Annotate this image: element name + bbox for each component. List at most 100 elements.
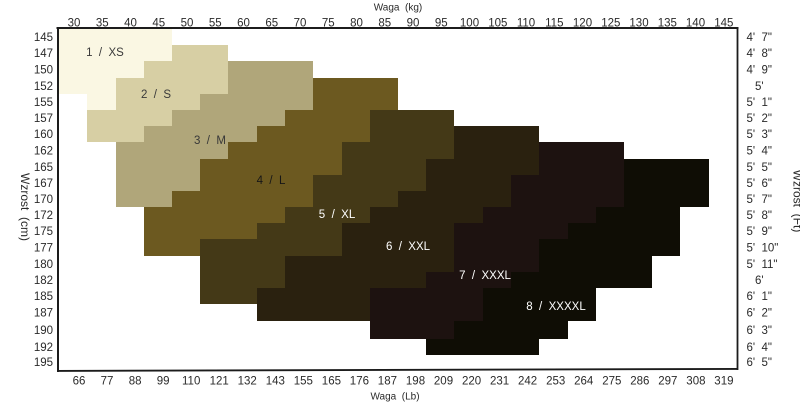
svg-text:8 / XXXXL: 8 / XXXXL [526,301,586,313]
svg-text:165: 165 [34,162,53,174]
svg-text:130: 130 [629,18,648,30]
svg-text:162: 162 [34,146,53,158]
svg-text:4' 9": 4' 9" [747,65,772,77]
svg-text:105: 105 [488,18,507,30]
svg-text:6' 2": 6' 2" [747,308,772,320]
svg-text:190: 190 [34,325,53,337]
svg-text:99: 99 [157,376,170,388]
svg-text:40: 40 [124,18,137,30]
svg-text:5' 6": 5' 6" [747,178,772,190]
svg-text:319: 319 [714,376,733,388]
svg-text:5' 3": 5' 3" [747,129,772,141]
svg-text:70: 70 [294,18,307,30]
svg-text:264: 264 [574,376,594,388]
svg-text:147: 147 [34,48,53,60]
svg-text:3 / M: 3 / M [194,135,226,147]
svg-text:145: 145 [34,32,53,44]
svg-text:4' 8": 4' 8" [747,48,772,60]
svg-text:85: 85 [378,18,391,30]
svg-text:7 / XXXL: 7 / XXXL [459,270,511,282]
svg-text:286: 286 [630,376,649,388]
svg-text:65: 65 [265,18,278,30]
svg-text:Waga (kg): Waga (kg) [374,3,423,14]
svg-text:6 / XXL: 6 / XXL [386,241,431,253]
svg-text:157: 157 [34,113,53,125]
svg-text:5' 1": 5' 1" [747,97,772,109]
svg-text:132: 132 [238,376,257,388]
svg-text:2 / S: 2 / S [141,89,171,101]
svg-text:140: 140 [686,18,705,30]
svg-text:110: 110 [182,376,200,388]
svg-text:275: 275 [602,376,621,388]
svg-text:170: 170 [34,194,53,206]
svg-text:143: 143 [266,376,285,388]
svg-text:5' 9": 5' 9" [747,226,772,238]
svg-text:Wzrost (cm): Wzrost (cm) [18,173,32,241]
svg-text:242: 242 [518,376,537,388]
svg-text:180: 180 [34,259,53,271]
svg-text:55: 55 [209,18,222,30]
svg-text:297: 297 [658,376,677,388]
svg-text:120: 120 [573,18,592,30]
svg-text:66: 66 [73,376,86,388]
svg-text:80: 80 [350,18,363,30]
svg-text:5' 11": 5' 11" [747,259,778,271]
svg-text:50: 50 [181,18,194,30]
svg-text:187: 187 [34,308,53,320]
svg-text:4' 7": 4' 7" [747,32,772,44]
svg-text:150: 150 [34,65,53,77]
svg-text:88: 88 [129,376,142,388]
svg-text:6' 1": 6' 1" [747,291,772,303]
svg-text:1 / XS: 1 / XS [86,47,124,59]
svg-text:198: 198 [406,376,425,388]
svg-text:125: 125 [601,18,620,30]
svg-text:110: 110 [517,18,535,30]
svg-text:253: 253 [546,376,565,388]
svg-text:45: 45 [152,18,165,30]
svg-text:155: 155 [294,376,313,388]
svg-text:90: 90 [407,18,420,30]
svg-text:220: 220 [462,376,481,388]
svg-text:Wzrost (Ft): Wzrost (Ft) [791,170,800,233]
svg-text:6' 3": 6' 3" [747,325,772,337]
svg-text:182: 182 [34,275,53,287]
svg-text:115: 115 [545,18,563,30]
svg-text:77: 77 [101,376,114,388]
svg-text:95: 95 [435,18,448,30]
svg-text:6': 6' [755,275,764,287]
svg-text:100: 100 [460,18,479,30]
svg-text:192: 192 [34,342,53,354]
svg-text:231: 231 [490,376,509,388]
svg-text:5' 4": 5' 4" [747,146,772,158]
svg-text:5' 7": 5' 7" [747,194,772,206]
svg-text:155: 155 [34,97,53,109]
svg-text:35: 35 [96,18,109,30]
svg-text:60: 60 [237,18,250,30]
svg-text:145: 145 [714,18,733,30]
svg-text:167: 167 [34,178,53,190]
svg-text:135: 135 [658,18,677,30]
svg-text:165: 165 [322,376,341,388]
svg-text:5' 10": 5' 10" [747,243,779,255]
svg-text:121: 121 [210,376,229,388]
svg-text:195: 195 [34,357,53,369]
svg-text:172: 172 [34,210,53,222]
svg-text:75: 75 [322,18,335,30]
svg-text:308: 308 [686,376,705,388]
svg-text:5 / XL: 5 / XL [319,209,356,221]
svg-text:5' 5": 5' 5" [747,162,772,174]
svg-text:177: 177 [34,243,53,255]
svg-text:176: 176 [350,376,369,388]
svg-text:5' 2": 5' 2" [747,113,772,125]
svg-text:4 / L: 4 / L [257,175,286,187]
svg-text:5': 5' [755,81,764,93]
svg-text:Waga (Lb): Waga (Lb) [370,392,419,403]
svg-text:175: 175 [34,226,53,238]
svg-text:6' 5": 6' 5" [747,357,772,369]
svg-text:152: 152 [34,81,53,93]
svg-text:187: 187 [378,376,397,388]
svg-text:209: 209 [434,376,453,388]
svg-text:5' 8": 5' 8" [747,210,772,222]
svg-text:185: 185 [34,291,53,303]
svg-text:30: 30 [68,18,81,30]
